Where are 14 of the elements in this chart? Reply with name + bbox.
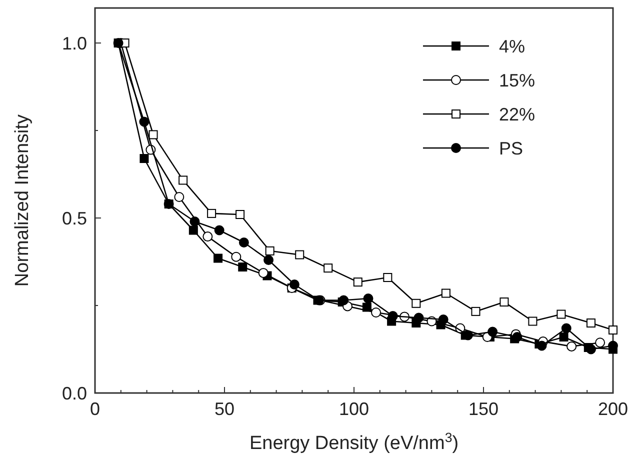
legend-label: PS <box>499 138 524 158</box>
legend-label: 22% <box>499 104 536 124</box>
x-tick-label: 150 <box>468 399 499 419</box>
x-axis-title: Energy Density (eV/nm$^{3}$) <box>249 430 459 454</box>
x-tick-label: 100 <box>338 399 370 419</box>
x-tick-label: 0 <box>90 399 100 419</box>
y-tick-label: 1.0 <box>62 33 87 54</box>
y-axis-title: Normalized Intensity <box>12 114 33 287</box>
x-tick-label: 200 <box>598 399 628 419</box>
y-tick-label: 0.0 <box>62 383 87 404</box>
x-tick-label: 50 <box>214 399 235 419</box>
legend-label: 15% <box>499 70 536 90</box>
legend-label: 4% <box>499 36 526 56</box>
y-tick-label: 0.5 <box>62 208 87 228</box>
